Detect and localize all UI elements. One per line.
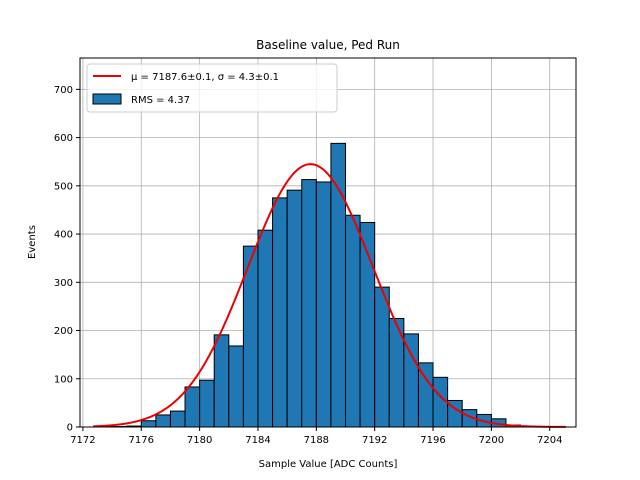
x-axis-ticks: 7172 7176 7180 7184 7188 7192 7196 7200 7204 [70,427,562,446]
histogram-bar [345,214,361,428]
chart-title: Baseline value, Ped Run [256,38,400,52]
x-tick-label: 7200 [479,435,504,446]
y-tick-label: 300 [54,278,73,289]
y-axis-ticks: 0 100 200 300 400 500 600 700 [54,85,80,434]
legend-fit-label: μ = 7187.6±0.1, σ = 4.3±0.1 [131,72,279,83]
x-tick-label: 7188 [304,435,329,446]
x-tick-label: 7196 [420,435,445,446]
y-axis-label: Events [27,225,38,259]
histogram-bar [272,197,288,428]
histogram-bar [257,229,274,428]
y-tick-label: 700 [54,85,73,96]
x-tick-label: 7192 [362,435,387,446]
histogram-bar [213,334,230,428]
histogram-bar [301,179,317,428]
x-tick-label: 7180 [187,435,212,446]
legend: μ = 7187.6±0.1, σ = 4.3±0.1 RMS = 4.37 [86,63,338,113]
histogram-bar [184,386,201,428]
y-tick-label: 400 [54,230,73,241]
x-axis-label: Sample Value [ADC Counts] [259,459,398,470]
histogram-bar [286,189,303,428]
histogram-bar [403,333,419,428]
x-tick-label: 7204 [537,435,562,446]
y-tick-label: 600 [54,133,73,144]
histogram-bar [315,181,332,428]
histogram-bar [169,410,186,428]
histogram-bar [374,286,390,428]
x-tick-label: 7172 [70,435,95,446]
legend-histogram-swatch [92,93,122,105]
histogram-bar [155,414,171,428]
histogram-bar [228,345,244,428]
legend-histogram-label: RMS = 4.37 [131,95,190,106]
legend-frame [86,63,338,113]
y-tick-label: 500 [54,181,73,192]
plot-frame [79,57,577,428]
histogram-bar [140,420,157,428]
gaussian-fit-line [93,163,566,428]
histogram-bar [330,142,347,428]
histogram-bar [199,379,215,428]
fit-curve-layer [93,163,566,428]
y-tick-label: 0 [67,423,73,434]
x-tick-label: 7184 [245,435,270,446]
y-tick-label: 200 [54,326,73,337]
y-tick-label: 100 [54,374,73,385]
x-tick-label: 7176 [129,435,154,446]
plot-area: 7172 7176 7180 7184 7188 7192 7196 7200 7204 0 10… [54,57,577,446]
